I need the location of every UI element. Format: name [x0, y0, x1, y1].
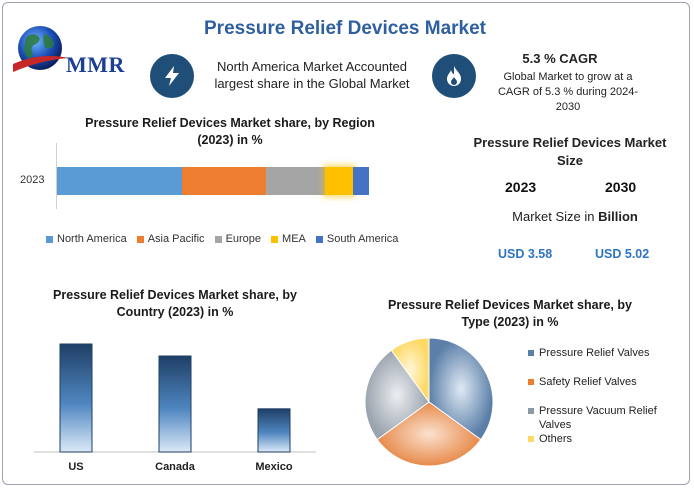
region-segment-mea: [325, 167, 354, 195]
country-tick-label: Canada: [155, 461, 196, 473]
unit-bold: Billion: [598, 209, 638, 224]
globe-logo-icon: [13, 26, 69, 72]
legend-asia-pacific: Asia Pacific: [136, 233, 205, 245]
region-segment-south-america: [353, 167, 369, 195]
year-start: 2023: [505, 179, 537, 195]
type-chart-title: Pressure Relief Devices Market share, by…: [388, 298, 632, 329]
north-america-info: North America Market Accounted largest s…: [214, 59, 410, 91]
region-category-label: 2023: [20, 174, 45, 186]
legend-south-america: South America: [315, 233, 398, 245]
country-bar-us: [59, 343, 93, 453]
type-legend: Pressure Relief Valves Safety Relief Val…: [528, 346, 668, 461]
cagr-title: 5.3 % CAGR: [522, 51, 598, 66]
pie-slice-others: [390, 337, 430, 404]
region-legend: North America Asia Pacific Europe MEA So…: [46, 233, 398, 245]
type-pie-chart: [364, 337, 494, 467]
pie-slice-pressure-vacuum-relief-valves: [364, 349, 430, 441]
value-start: USD 3.58: [498, 247, 553, 261]
region-segment-asia-pacific: [181, 167, 267, 195]
legend-pressure-vacuum-relief-valves: Pressure Vacuum Relief Valves: [528, 404, 668, 432]
flame-icon: [432, 54, 476, 98]
market-size-unit: Market Size in Billion: [470, 209, 680, 224]
region-chart-title: Pressure Relief Devices Market share, by…: [85, 116, 375, 147]
legend-others: Others: [528, 432, 668, 446]
legend-safety-relief-valves: Safety Relief Valves: [528, 375, 668, 389]
unit-prefix: Market Size in: [512, 209, 599, 224]
pie-slice-pressure-relief-valves: [428, 337, 494, 441]
country-chart-title: Pressure Relief Devices Market share, by…: [53, 288, 297, 319]
market-size-title: Pressure Relief Devices Market Size: [473, 135, 667, 168]
legend-mea: MEA: [271, 233, 306, 245]
region-segment-europe: [266, 167, 326, 195]
lightning-icon: [150, 54, 194, 98]
country-bar-chart: US Canada Mexico: [34, 343, 316, 473]
legend-europe: Europe: [214, 233, 261, 245]
region-stacked-bar: [57, 167, 369, 195]
country-bar-canada: [158, 355, 192, 453]
country-tick-label: Mexico: [255, 461, 293, 473]
region-segment-north-america: [57, 167, 182, 195]
pie-slice-safety-relief-valves: [376, 401, 482, 467]
legend-pressure-relief-valves: Pressure Relief Valves: [528, 346, 668, 360]
country-bar-mexico: [257, 408, 291, 453]
infographic-frame: [2, 2, 690, 485]
region-axis: [56, 143, 57, 209]
value-end: USD 5.02: [595, 247, 650, 261]
logo-text: MMR: [66, 52, 125, 77]
year-end: 2030: [605, 179, 637, 195]
country-tick-label: US: [68, 461, 83, 473]
page-title: Pressure Relief Devices Market: [204, 18, 486, 39]
cagr-text: Global Market to grow at a CAGR of 5.3 %…: [497, 71, 639, 113]
legend-north-america: North America: [46, 233, 127, 245]
